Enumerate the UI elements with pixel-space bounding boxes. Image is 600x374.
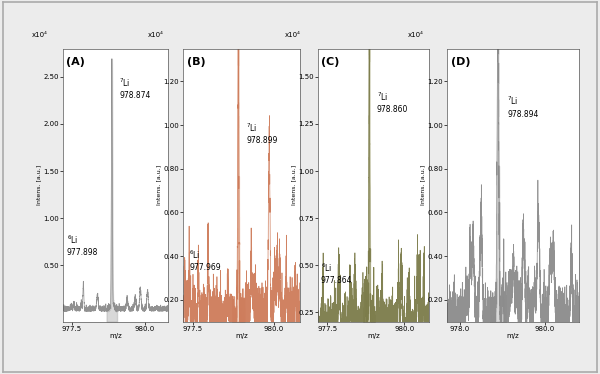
X-axis label: m/z: m/z <box>367 333 380 339</box>
X-axis label: m/z: m/z <box>109 333 122 339</box>
X-axis label: m/z: m/z <box>506 333 520 339</box>
Text: (C): (C) <box>322 57 340 67</box>
Y-axis label: Intens. [a.u.]: Intens. [a.u.] <box>37 165 41 205</box>
Text: x10⁴: x10⁴ <box>148 32 164 38</box>
Text: $^7$Li
978.860: $^7$Li 978.860 <box>377 91 409 114</box>
Y-axis label: Intens. [a.u.]: Intens. [a.u.] <box>157 165 161 205</box>
Text: x10⁴: x10⁴ <box>32 32 47 38</box>
Text: x10⁴: x10⁴ <box>407 32 423 38</box>
Text: (A): (A) <box>66 57 85 67</box>
Y-axis label: Intens. [a.u.]: Intens. [a.u.] <box>292 165 296 205</box>
Text: $^7$Li
978.894: $^7$Li 978.894 <box>507 95 538 119</box>
Text: $^7$Li
978.899: $^7$Li 978.899 <box>247 121 278 145</box>
Text: x10⁴: x10⁴ <box>285 32 301 38</box>
Text: $^6$Li
977.969: $^6$Li 977.969 <box>189 249 221 273</box>
Text: (D): (D) <box>451 57 470 67</box>
Y-axis label: Intens. [a.u.]: Intens. [a.u.] <box>421 165 425 205</box>
Text: (B): (B) <box>187 57 205 67</box>
Text: $^7$Li
978.874: $^7$Li 978.874 <box>119 76 151 100</box>
X-axis label: m/z: m/z <box>235 333 248 339</box>
Text: $^6$Li
977.898: $^6$Li 977.898 <box>67 233 98 257</box>
Text: $^6$Li
977.864: $^6$Li 977.864 <box>321 261 352 285</box>
